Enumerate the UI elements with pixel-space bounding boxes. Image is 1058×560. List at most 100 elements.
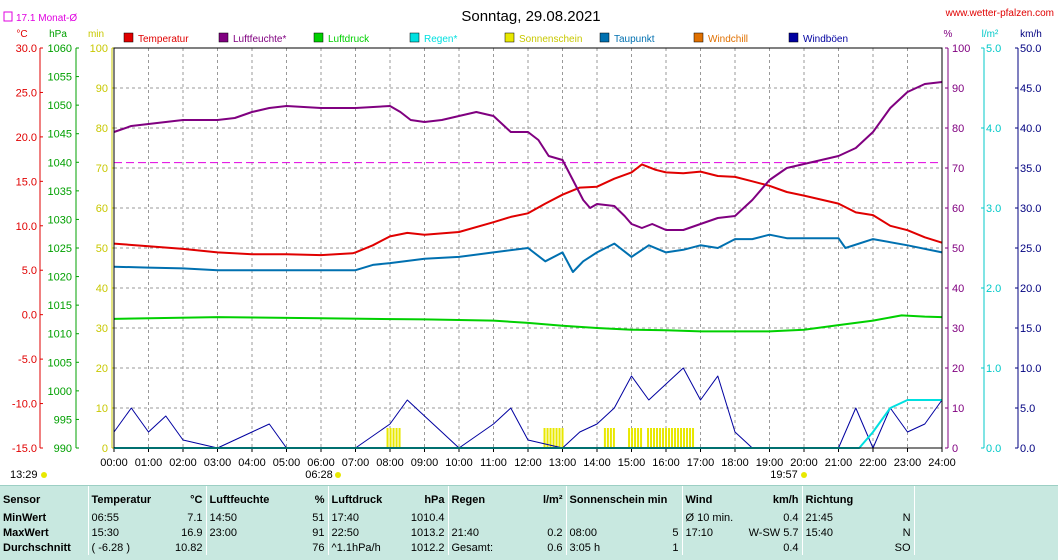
hpa-axis-label-11: 1005 (48, 357, 72, 369)
hdr-rain: Regen (447, 486, 512, 510)
min-axis-label-6: 40 (96, 283, 108, 295)
stats-cell-p_val: 1012.2 (410, 541, 445, 554)
sunshine-bar (549, 428, 552, 448)
hpa-axis-label-8: 1020 (48, 272, 72, 284)
sunshine-bar (640, 428, 643, 448)
plot-frame (113, 47, 943, 449)
sunrise-icon (335, 472, 341, 478)
sunshine-bar (392, 428, 395, 448)
unit-rain: l/m² (982, 29, 999, 40)
legend-swatch-4 (504, 32, 515, 43)
x-axis: 00:00 01:00 02:00 03:00 04:00 05:00 06:00 07:00… (100, 448, 956, 469)
sunshine-bar (671, 428, 674, 448)
hdr-hum-unit: % (314, 494, 325, 506)
stats-cell-r_val: 0.6 (547, 541, 563, 554)
stats-cell-t_time: 15:30 (87, 525, 166, 540)
hpa-axis-label-7: 1025 (48, 243, 72, 255)
x-label-22: 22:00 (859, 457, 887, 469)
hpa-axis-label-12: 1000 (48, 386, 72, 398)
unit-hpa: hPa (49, 29, 67, 40)
stats-cell-p_time: 22:50 (327, 525, 398, 540)
min-axis-label-7: 30 (96, 323, 108, 335)
hdr-press-unit: hPa (424, 494, 445, 506)
sunshine-bar (628, 428, 631, 448)
x-label-9: 09:00 (411, 457, 439, 469)
legend-label-1: Luftfeuchte* (233, 34, 286, 45)
y-axes: 30.0 25.0 20.0 15.0 10.0 5.0 0.0 -5.0 -10.0 -15.0… (12, 43, 1042, 455)
stats-cell-w_time: 17:10 (681, 525, 739, 540)
sunshine-bar (398, 428, 401, 448)
min-axis-label-1: 90 (96, 83, 108, 95)
sunshine-bar (674, 428, 677, 448)
stats-cell-p_time: ^1.1hPa/h (327, 540, 398, 555)
pct-axis-label-2: 80 (952, 123, 964, 135)
pct-axis-label-10: 0 (952, 443, 958, 455)
temp-axis-label-6: 0.0 (22, 310, 37, 322)
sunshine-bar (656, 428, 659, 448)
min-axis-label-4: 60 (96, 203, 108, 215)
pct-axis-label-0: 100 (952, 43, 970, 55)
sunshine-bar (612, 428, 615, 448)
sunshine-bar (647, 428, 650, 448)
hpa-axis-label-6: 1030 (48, 214, 72, 226)
stats-cell-r_val: 0.2 (547, 526, 563, 539)
statistics-table: Sensor Temperatur °C Luftfeuchte % Luftd… (0, 486, 1058, 555)
x-label-23: 23:00 (894, 457, 922, 469)
legend-swatch-0 (123, 32, 134, 43)
legend-swatch-5 (599, 32, 610, 43)
site-link[interactable]: www.wetter-pfalzen.com (945, 8, 1054, 19)
hdr-temp-unit: °C (190, 494, 203, 506)
month-avg-label: 17.1 Monat-Ø (16, 13, 77, 24)
sunshine-bar (665, 428, 668, 448)
sunshine-bar (609, 428, 612, 448)
legend-swatch-7 (788, 32, 799, 43)
stats-cell-w_val: 0.4 (783, 541, 799, 554)
hdr-sensor: Sensor (3, 494, 41, 506)
temp-axis-label-1: 25.0 (16, 87, 37, 99)
x-label-6: 06:00 (307, 457, 335, 469)
rain-axis-label-2: 3.0 (986, 203, 1001, 215)
x-label-19: 19:00 (756, 457, 784, 469)
wind-axis-label-6: 20.0 (1020, 283, 1041, 295)
sunshine-bar (686, 428, 689, 448)
hdr-direction: Richtung (801, 486, 863, 510)
hpa-axis-label-3: 1045 (48, 129, 72, 141)
legend-label-0: Temperatur (138, 34, 189, 45)
temp-axis-label-2: 20.0 (16, 132, 37, 144)
stats-cell-p_time: 17:40 (327, 510, 398, 525)
stats-row: MinWert 06:55 7.1 14:50 51 17:40 1010.4 Ø 10 mi… (0, 510, 1058, 525)
series-line-0 (113, 163, 943, 257)
chart-grid (114, 48, 942, 448)
min-axis-label-10: 0 (102, 443, 108, 455)
stats-row: Durchschnitt ( -6.28 ) 10.82 76 ^1.1hPa/h 101… (0, 540, 1058, 555)
min-axis-label-9: 10 (96, 403, 108, 415)
x-label-10: 10:00 (445, 457, 473, 469)
x-label-17: 17:00 (687, 457, 715, 469)
x-label-15: 15:00 (618, 457, 646, 469)
sunshine-bar (389, 428, 392, 448)
sunshine-bars (386, 428, 695, 448)
sunshine-bar (603, 428, 606, 448)
sunshine-bar (543, 428, 546, 448)
hpa-axis-label-13: 995 (54, 414, 72, 426)
legend-label-2: Luftdruck (328, 34, 370, 45)
series-line-2 (113, 314, 943, 333)
stats-cell-empty (913, 510, 1058, 525)
stats-row: MaxWert 15:30 16.9 23:00 91 22:50 1013.2 21:40 0… (0, 525, 1058, 540)
chart-legend: Temperatur Luftfeuchte* Luftdruck Regen* Son… (123, 32, 848, 45)
stats-header-row: Sensor Temperatur °C Luftfeuchte % Luftd… (0, 486, 1058, 510)
wind-axis-label-8: 10.0 (1020, 363, 1041, 375)
stats-cell-t_time: 06:55 (87, 510, 166, 525)
temp-axis-label-5: 5.0 (22, 265, 37, 277)
wind-axis-label-4: 30.0 (1020, 203, 1041, 215)
stats-cell-w_val: 0.4 (783, 511, 799, 524)
stats-cell-s_val: 1 (672, 541, 679, 554)
daylength-label: 13:29 (10, 469, 38, 481)
legend-label-5: Taupunkt (614, 34, 655, 45)
rain-axis-label-3: 2.0 (986, 283, 1001, 295)
pct-axis-label-9: 10 (952, 403, 964, 415)
rain-axis-label-4: 1.0 (986, 363, 1001, 375)
stats-cell-h_val: 91 (312, 526, 325, 539)
x-label-14: 14:00 (583, 457, 611, 469)
sunshine-bar (653, 428, 656, 448)
